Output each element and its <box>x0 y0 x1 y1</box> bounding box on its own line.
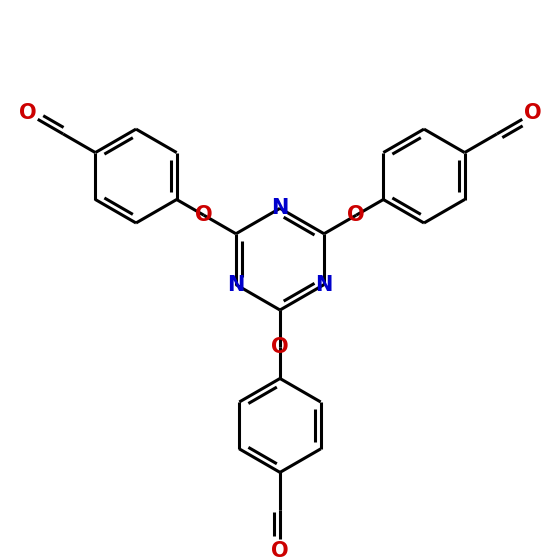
Text: O: O <box>271 337 289 357</box>
Text: N: N <box>271 198 289 218</box>
Text: N: N <box>227 274 245 295</box>
Text: O: O <box>271 540 289 560</box>
Text: O: O <box>347 205 365 225</box>
Text: O: O <box>19 104 36 123</box>
Text: N: N <box>315 274 333 295</box>
Text: O: O <box>524 104 541 123</box>
Text: O: O <box>195 205 213 225</box>
